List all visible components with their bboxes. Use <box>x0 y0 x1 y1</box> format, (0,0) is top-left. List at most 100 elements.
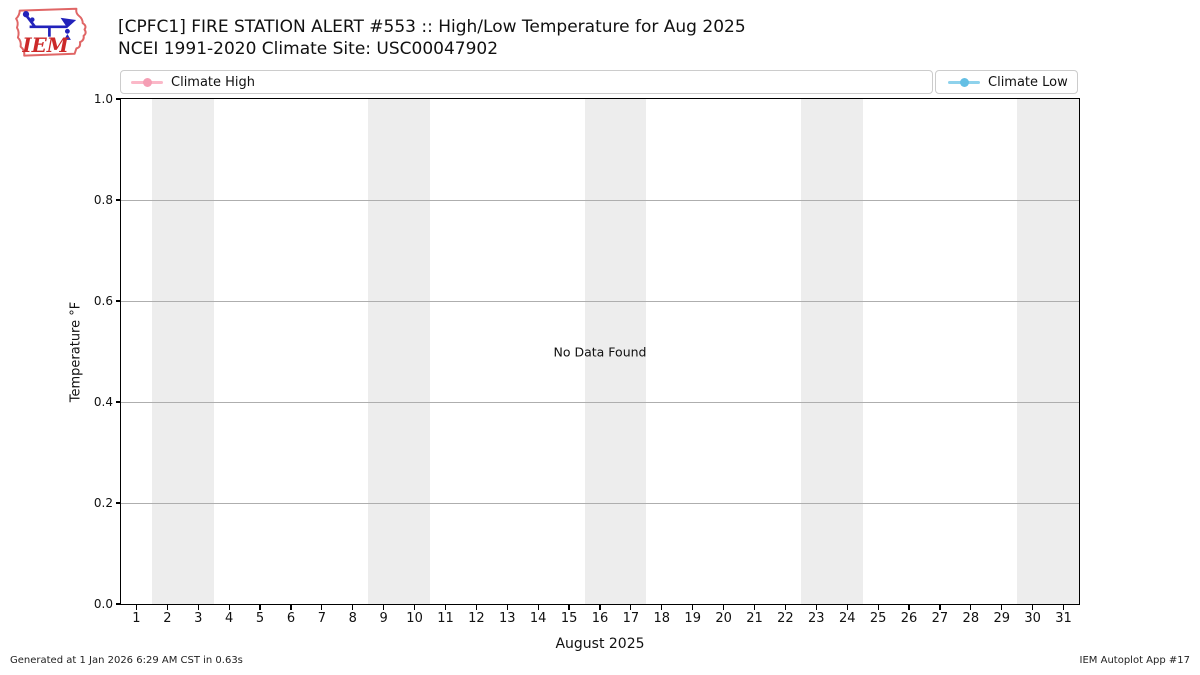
y-tick-label: 0.6 <box>93 294 113 308</box>
legend-entry-climate-high: Climate High <box>131 75 255 90</box>
x-tick-label: 7 <box>317 611 326 626</box>
x-tick-mark <box>259 605 261 610</box>
y-tick-mark <box>116 502 120 504</box>
y-tick-label: 0.4 <box>93 395 113 409</box>
y-axis-label: Temperature °F <box>68 301 84 403</box>
legend-label-climate-low: Climate Low <box>988 74 1068 90</box>
x-tick-label: 24 <box>838 611 856 626</box>
x-tick-mark <box>568 605 570 610</box>
x-tick-label: 11 <box>437 611 454 626</box>
x-tick-label: 17 <box>622 611 640 626</box>
y-tick-label: 0.8 <box>93 193 113 207</box>
x-tick-label: 21 <box>746 611 763 626</box>
x-tick-mark <box>352 605 354 610</box>
legend-label-climate-high: Climate High <box>171 74 256 90</box>
x-tick-mark <box>383 605 385 610</box>
x-tick-label: 5 <box>255 611 265 626</box>
x-tick-mark <box>166 605 168 610</box>
x-tick-label: 30 <box>1024 611 1041 626</box>
legend-climate-low: Climate Low <box>935 70 1078 94</box>
x-tick-label: 28 <box>962 611 980 626</box>
x-tick-mark <box>723 605 725 610</box>
gridline <box>121 199 1079 201</box>
x-tick-label: 12 <box>468 611 485 626</box>
x-tick-mark <box>630 605 632 610</box>
weekend-band <box>800 99 863 604</box>
weekend-band <box>1017 99 1079 604</box>
x-tick-label: 6 <box>286 611 296 626</box>
gridline <box>121 502 1079 504</box>
climate-low-marker-icon <box>948 77 980 87</box>
x-tick-mark <box>877 605 879 610</box>
y-tick-label: 1.0 <box>93 92 113 106</box>
x-tick-label: 3 <box>194 611 203 626</box>
x-tick-mark <box>753 605 756 610</box>
iem-logo-text: IEM <box>21 33 69 57</box>
x-tick-mark <box>784 605 786 610</box>
chart-title: [CPFC1] FIRE STATION ALERT #553 :: High/… <box>118 17 746 37</box>
x-tick-label: 1 <box>132 611 141 626</box>
x-tick-label: 25 <box>869 611 887 626</box>
x-tick-mark <box>506 605 508 610</box>
x-tick-mark <box>970 605 972 610</box>
weekend-band <box>368 99 431 604</box>
x-tick-mark <box>661 605 663 610</box>
legend-climate-high: Climate High <box>120 70 933 94</box>
weekend-band <box>584 99 647 604</box>
x-tick-label: 29 <box>993 611 1011 626</box>
iem-logo: IEM <box>15 7 87 57</box>
x-tick-label: 14 <box>529 611 547 626</box>
x-tick-label: 26 <box>900 611 918 626</box>
x-tick-label: 10 <box>406 611 423 626</box>
x-tick-label: 31 <box>1055 611 1072 626</box>
x-tick-mark <box>413 605 416 610</box>
x-tick-label: 27 <box>931 611 949 626</box>
y-tick-mark <box>116 199 120 201</box>
x-tick-mark <box>1062 605 1065 610</box>
generated-timestamp: Generated at 1 Jan 2026 6:29 AM CST in 0… <box>10 655 243 666</box>
x-tick-mark <box>1032 605 1034 610</box>
weather-vane-icon <box>22 11 77 40</box>
x-tick-mark <box>599 605 601 610</box>
x-tick-label: 8 <box>348 611 357 626</box>
gridline <box>121 401 1079 403</box>
chart-subtitle: NCEI 1991-2020 Climate Site: USC00047902 <box>118 39 499 59</box>
x-tick-mark <box>228 605 230 610</box>
x-axis-label: August 2025 <box>555 636 645 652</box>
x-tick-mark <box>908 605 910 610</box>
x-tick-mark <box>290 605 292 610</box>
x-tick-mark <box>815 605 817 610</box>
x-tick-mark <box>846 605 848 610</box>
x-tick-label: 2 <box>163 611 172 626</box>
x-tick-label: 9 <box>379 611 388 626</box>
climate-high-marker-icon <box>131 77 163 87</box>
no-data-message: No Data Found <box>553 344 647 359</box>
y-tick-label: 0.2 <box>93 496 113 510</box>
y-tick-label: 0.0 <box>93 597 113 611</box>
x-tick-mark <box>475 605 477 610</box>
x-tick-mark <box>537 605 539 610</box>
y-tick-mark <box>116 401 120 403</box>
x-tick-label: 4 <box>225 611 234 626</box>
x-tick-mark <box>321 605 323 610</box>
plot-area: 0.0 0.2 0.4 0.6 0.8 1.0 1 2 3 4 5 6 7 8 9 10 11 12 13 14 15… <box>94 92 1080 626</box>
y-tick-mark <box>116 98 120 100</box>
x-tick-mark <box>939 605 941 610</box>
x-tick-mark <box>444 605 447 610</box>
x-tick-label: 23 <box>808 611 825 626</box>
legend-entry-climate-low: Climate Low <box>948 75 1068 90</box>
x-tick-label: 13 <box>499 611 516 626</box>
x-tick-mark <box>692 605 694 610</box>
x-tick-label: 20 <box>715 611 732 626</box>
weekend-band <box>151 99 214 604</box>
x-tick-mark <box>135 605 138 610</box>
y-tick-mark <box>116 603 120 605</box>
x-tick-label: 15 <box>560 611 578 626</box>
x-tick-label: 22 <box>777 611 794 626</box>
x-tick-label: 18 <box>653 611 671 626</box>
x-tick-mark <box>197 605 199 610</box>
x-tick-mark <box>1001 605 1003 610</box>
x-tick-label: 16 <box>591 611 609 626</box>
x-tick-label: 19 <box>684 611 701 626</box>
